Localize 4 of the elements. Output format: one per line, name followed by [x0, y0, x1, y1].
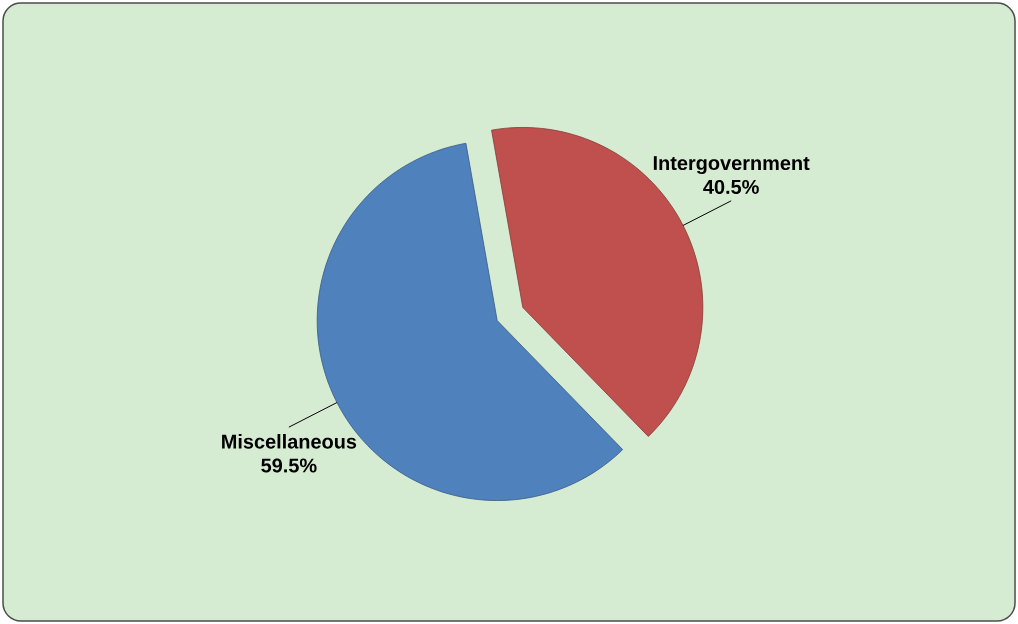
slice-label: Intergovernment [653, 156, 810, 175]
slice-label: Miscellaneous [222, 434, 357, 449]
data-label: 40.5% [703, 179, 759, 194]
data-label: 59.5% [261, 458, 317, 473]
